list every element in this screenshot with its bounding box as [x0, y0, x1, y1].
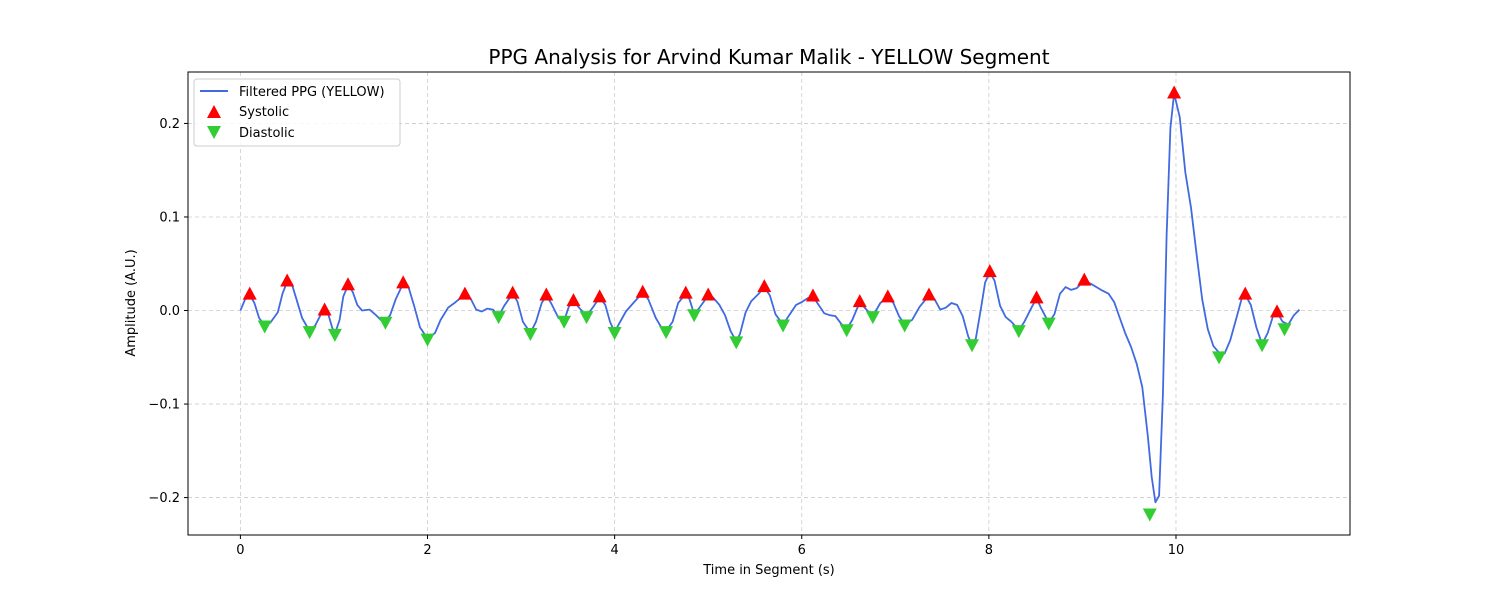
y-axis-label: Amplitude (A.U.) [124, 249, 139, 356]
diastolic-trough-marker [965, 339, 980, 353]
systolic-peak-marker [982, 264, 997, 278]
diastolic-trough-marker [257, 320, 272, 334]
y-tick-label: −0.1 [148, 398, 180, 413]
diastolic-trough-marker [897, 319, 912, 333]
diastolic-trough-marker [557, 315, 572, 329]
systolic-peak-marker [1238, 286, 1253, 300]
ppg-line-layer [239, 92, 1301, 504]
systolic-peak-marker [539, 287, 554, 301]
diastolic-trough-marker [1212, 351, 1227, 365]
y-tick-label: 0.0 [159, 304, 180, 319]
diastolic-trough-marker [302, 326, 317, 340]
systolic-peak-marker [880, 289, 895, 303]
diastolic-trough-marker [776, 319, 791, 333]
x-axis-label: Time in Segment (s) [702, 563, 834, 578]
systolic-peak-marker [678, 285, 693, 299]
x-tick-label: 8 [985, 543, 993, 558]
legend-label-systolic: Systolic [239, 105, 289, 120]
systolic-peak-marker [757, 279, 772, 293]
diastolic-trough-marker [1011, 325, 1026, 339]
systolic-peak-marker [805, 288, 820, 302]
diastolic-trough-marker [687, 309, 702, 323]
diastolic-trough-marker [659, 326, 674, 340]
systolic-peak-marker [1167, 85, 1182, 99]
diastolic-trough-marker [523, 327, 538, 341]
y-tick-label: 0.2 [159, 117, 180, 132]
systolic-peak-marker [566, 293, 581, 307]
systolic-peak-marker [1270, 304, 1285, 318]
diastolic-trough-marker [1277, 323, 1292, 337]
y-tick-label: −0.2 [148, 491, 180, 506]
systolic-peak-marker [592, 289, 607, 303]
y-tick-label: 0.1 [159, 210, 180, 225]
diastolic-trough-marker [1142, 508, 1157, 522]
diastolic-trough-marker [839, 324, 854, 338]
x-tick-label: 4 [610, 543, 618, 558]
systolic-peak-marker [457, 286, 472, 300]
legend-label-filtered: Filtered PPG (YELLOW) [239, 85, 385, 100]
systolic-peak-marker [396, 275, 411, 289]
plot-frame [187, 71, 1351, 536]
diastolic-trough-marker [327, 328, 342, 342]
ppg-signal-line [239, 92, 1301, 504]
diastolic-trough-marker [1255, 339, 1270, 353]
x-tick-label: 6 [798, 543, 806, 558]
diastolic-trough-marker [1041, 317, 1056, 331]
systolic-peak-marker [635, 284, 650, 298]
systolic-peak-marker [1077, 272, 1092, 286]
x-tick-label: 2 [423, 543, 431, 558]
systolic-peak-marker [242, 286, 257, 300]
legend-box [193, 78, 401, 147]
systolic-peak-marker [340, 277, 355, 291]
systolic-peak-marker [1029, 290, 1044, 304]
diastolic-trough-marker [378, 316, 393, 330]
diastolic-trough-marker [865, 311, 880, 325]
systolic-peak-marker [505, 285, 520, 299]
grid [188, 72, 1350, 535]
x-tick-label: 0 [236, 543, 244, 558]
diastolic-trough-marker [491, 311, 506, 325]
chart-title: PPG Analysis for Arvind Kumar Malik - YE… [488, 45, 1049, 69]
x-tick-label: 10 [1168, 543, 1185, 558]
diastolic-trough-marker [420, 333, 435, 347]
systolic-peak-marker [852, 294, 867, 308]
systolic-peak-marker [921, 287, 936, 301]
peak-markers [242, 85, 1292, 522]
diastolic-trough-marker [579, 311, 594, 325]
axis-ticks: 0 2 4 6 8 10 −0.2 −0.1 0.0 0.1 0.2 [148, 117, 1184, 558]
systolic-peak-marker [280, 273, 295, 287]
legend-diastolic-marker [207, 126, 221, 139]
systolic-peak-marker [317, 302, 332, 316]
legend-systolic-marker [207, 105, 221, 118]
systolic-peak-marker [701, 287, 716, 301]
legend-label-diastolic: Diastolic [239, 126, 295, 141]
diastolic-trough-marker [729, 336, 744, 350]
diastolic-trough-marker [607, 327, 622, 341]
legend: Filtered PPG (YELLOW) Systolic Diastolic [193, 78, 401, 147]
